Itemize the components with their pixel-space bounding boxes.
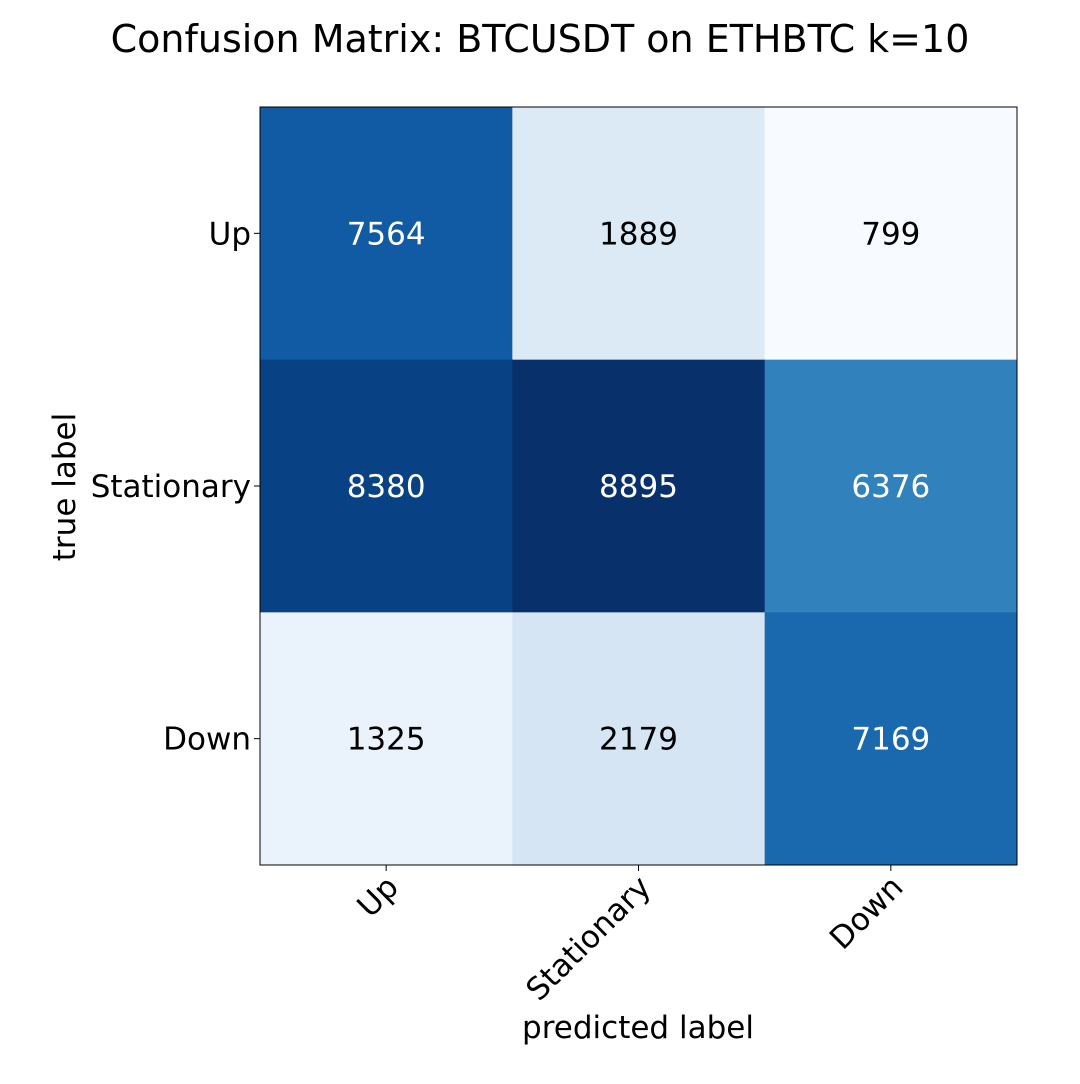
x-axis-ticks: Up Stationary Down [350,865,910,1008]
x-tick-label-0: Up [350,869,405,924]
heatmap-cell-0-0 [260,107,513,361]
heatmap-cells [260,107,1018,866]
y-tick-label-2: Down [163,722,251,758]
cell-value-0-0: 7564 [347,216,426,252]
cell-value-1-0: 8380 [347,469,426,505]
heatmap-cell-2-1 [512,612,766,866]
cell-value-2-1: 2179 [599,722,678,758]
cell-value-2-0: 1325 [347,722,426,758]
y-tick-label-0: Up [209,216,251,252]
heatmap-cell-0-2 [764,107,1018,361]
cell-value-0-1: 1889 [599,216,678,252]
x-tick-label-1: Stationary [519,869,658,1008]
heatmap-cell-0-1 [512,107,766,361]
cell-value-0-2: 799 [861,216,920,252]
heatmap-cell-1-1 [512,359,766,613]
heatmap-cell-2-2 [764,612,1018,866]
cell-value-1-2: 6376 [851,469,930,505]
cell-value-2-2: 7169 [851,722,930,758]
x-axis-label: predicted label [522,1010,754,1046]
x-tick-label-2: Down [823,869,911,957]
heatmap-cell-1-2 [764,359,1018,613]
cell-value-1-1: 8895 [599,469,678,505]
y-tick-label-1: Stationary [91,469,251,505]
cell-value-labels: 7564 1889 799 8380 8895 6376 1325 2179 7169 [347,216,931,757]
y-axis-ticks: Up Stationary Down [91,216,260,758]
heatmap-cell-1-0 [260,359,513,613]
y-axis-label: true label [47,413,83,561]
heatmap-cell-2-0 [260,612,513,866]
chart-title: Confusion Matrix: BTCUSDT on ETHBTC k=10 [111,17,970,61]
